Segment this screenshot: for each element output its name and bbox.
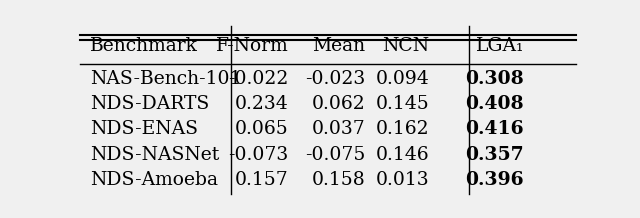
Text: 0.146: 0.146 <box>376 146 429 164</box>
Text: 0.408: 0.408 <box>465 95 524 113</box>
Text: 0.396: 0.396 <box>465 171 524 189</box>
Text: 0.157: 0.157 <box>235 171 288 189</box>
Text: 0.094: 0.094 <box>376 70 429 88</box>
Text: 0.357: 0.357 <box>465 146 524 164</box>
Text: 0.065: 0.065 <box>235 120 288 138</box>
Text: Benchmark: Benchmark <box>90 37 198 55</box>
Text: 0.234: 0.234 <box>235 95 288 113</box>
Text: -0.075: -0.075 <box>305 146 365 164</box>
Text: NDS-Amoeba: NDS-Amoeba <box>90 171 218 189</box>
Text: 0.062: 0.062 <box>312 95 365 113</box>
Text: NAS-Bench-101: NAS-Bench-101 <box>90 70 241 88</box>
Text: NCN: NCN <box>383 37 429 55</box>
Text: 0.158: 0.158 <box>312 171 365 189</box>
Text: NDS-DARTS: NDS-DARTS <box>90 95 209 113</box>
Text: 0.416: 0.416 <box>465 120 524 138</box>
Text: 0.013: 0.013 <box>376 171 429 189</box>
Text: 0.162: 0.162 <box>376 120 429 138</box>
Text: -0.022: -0.022 <box>228 70 288 88</box>
Text: 0.037: 0.037 <box>312 120 365 138</box>
Text: NDS-ENAS: NDS-ENAS <box>90 120 198 138</box>
Text: -0.023: -0.023 <box>305 70 365 88</box>
Text: -0.073: -0.073 <box>228 146 288 164</box>
Text: NDS-NASNet: NDS-NASNet <box>90 146 219 164</box>
Text: Mean: Mean <box>312 37 365 55</box>
Text: 0.308: 0.308 <box>465 70 524 88</box>
Text: 0.145: 0.145 <box>376 95 429 113</box>
Text: F-Norm: F-Norm <box>216 37 288 55</box>
Text: LGA₁: LGA₁ <box>476 37 524 55</box>
